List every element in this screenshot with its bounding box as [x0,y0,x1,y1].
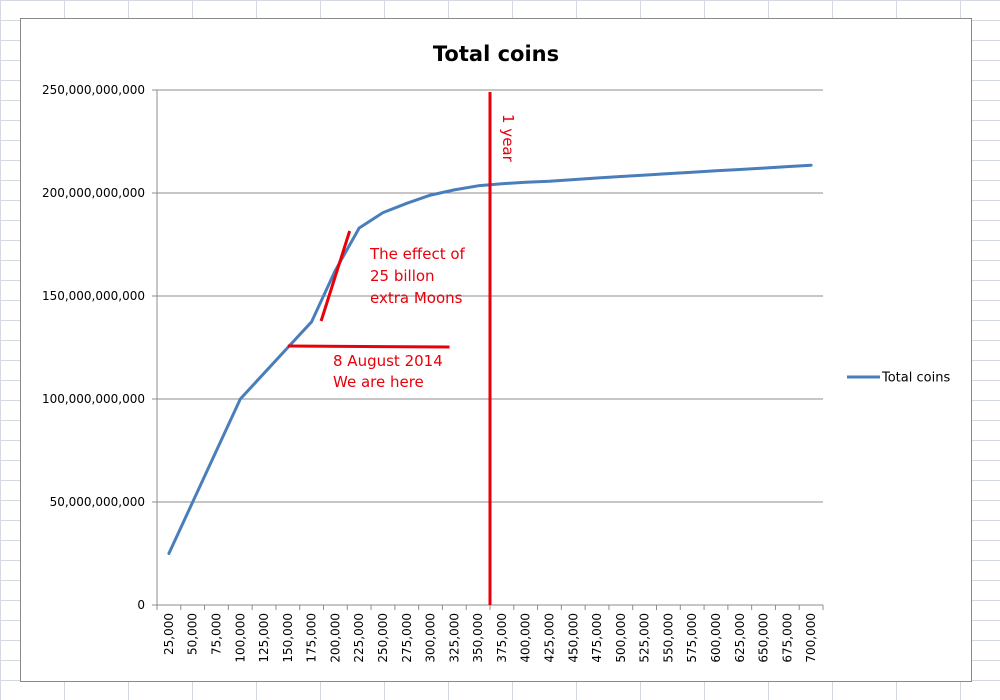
x-tick-label: 325,000 [447,613,461,663]
x-tick-label: 200,000 [328,613,342,663]
legend: Total coins [847,371,950,386]
x-tick-label: 350,000 [471,613,485,663]
x-tick-label: 625,000 [733,613,747,663]
x-tick-label: 75,000 [209,613,223,655]
x-tick-label: 150,000 [281,613,295,663]
here-marker-line [287,344,450,349]
gridlines [152,89,823,606]
x-tick-label: 425,000 [542,613,556,663]
x-tick-label: 300,000 [424,613,438,663]
here-annotation-text: We are here [333,373,424,391]
x-tick-label: 225,000 [352,613,366,663]
x-tick-label: 650,000 [757,613,771,663]
x-tick-label: 25,000 [162,613,176,655]
x-tick-label: 475,000 [590,613,604,663]
legend-label: Total coins [881,371,950,386]
y-tick-label: 150,000,000,000 [42,289,145,303]
x-tick-labels: 25,000 50,000 75,000 100,000 125,000 150,000 1… [162,613,818,663]
chart-title: Total coins [433,42,559,66]
x-tick-label: 500,000 [614,613,628,663]
x-tick-label: 100,000 [233,613,247,663]
effect-annotation-text: The effect of [369,245,466,263]
x-tick-label: 250,000 [376,613,390,663]
y-tick-label: 100,000,000,000 [42,392,145,406]
here-annotation-text: 8 August 2014 [333,352,443,370]
x-tick-label: 400,000 [519,613,533,663]
x-tick-label: 600,000 [709,613,723,663]
x-tick-label: 50,000 [186,613,200,655]
x-tick-label: 575,000 [685,613,699,663]
x-tick-label: 550,000 [661,613,675,663]
x-tick-label: 175,000 [305,613,319,663]
x-tick-label: 675,000 [780,613,794,663]
x-tick-label: 450,000 [566,613,580,663]
y-tick-labels: 0 50,000,000,000 100,000,000,000 150,000,00… [42,83,145,612]
effect-annotation-text: extra Moons [370,289,463,307]
x-tick-label: 375,000 [495,613,509,663]
y-tick-label: 0 [137,598,145,612]
x-tick-label: 125,000 [257,613,271,663]
one-year-label: 1 year [499,114,517,163]
effect-marker-line [319,230,352,322]
effect-annotation-text: 25 billon [370,267,435,285]
y-tick-label: 250,000,000,000 [42,83,145,97]
x-tick-label: 275,000 [400,613,414,663]
y-tick-label: 50,000,000,000 [50,495,145,509]
x-tick-label: 525,000 [638,613,652,663]
chart-frame [20,18,972,682]
y-tick-label: 200,000,000,000 [42,186,145,200]
x-tick-label: 700,000 [804,613,818,663]
annotations: 1 year The effect of 25 billon extra Moons 8… [287,92,517,605]
